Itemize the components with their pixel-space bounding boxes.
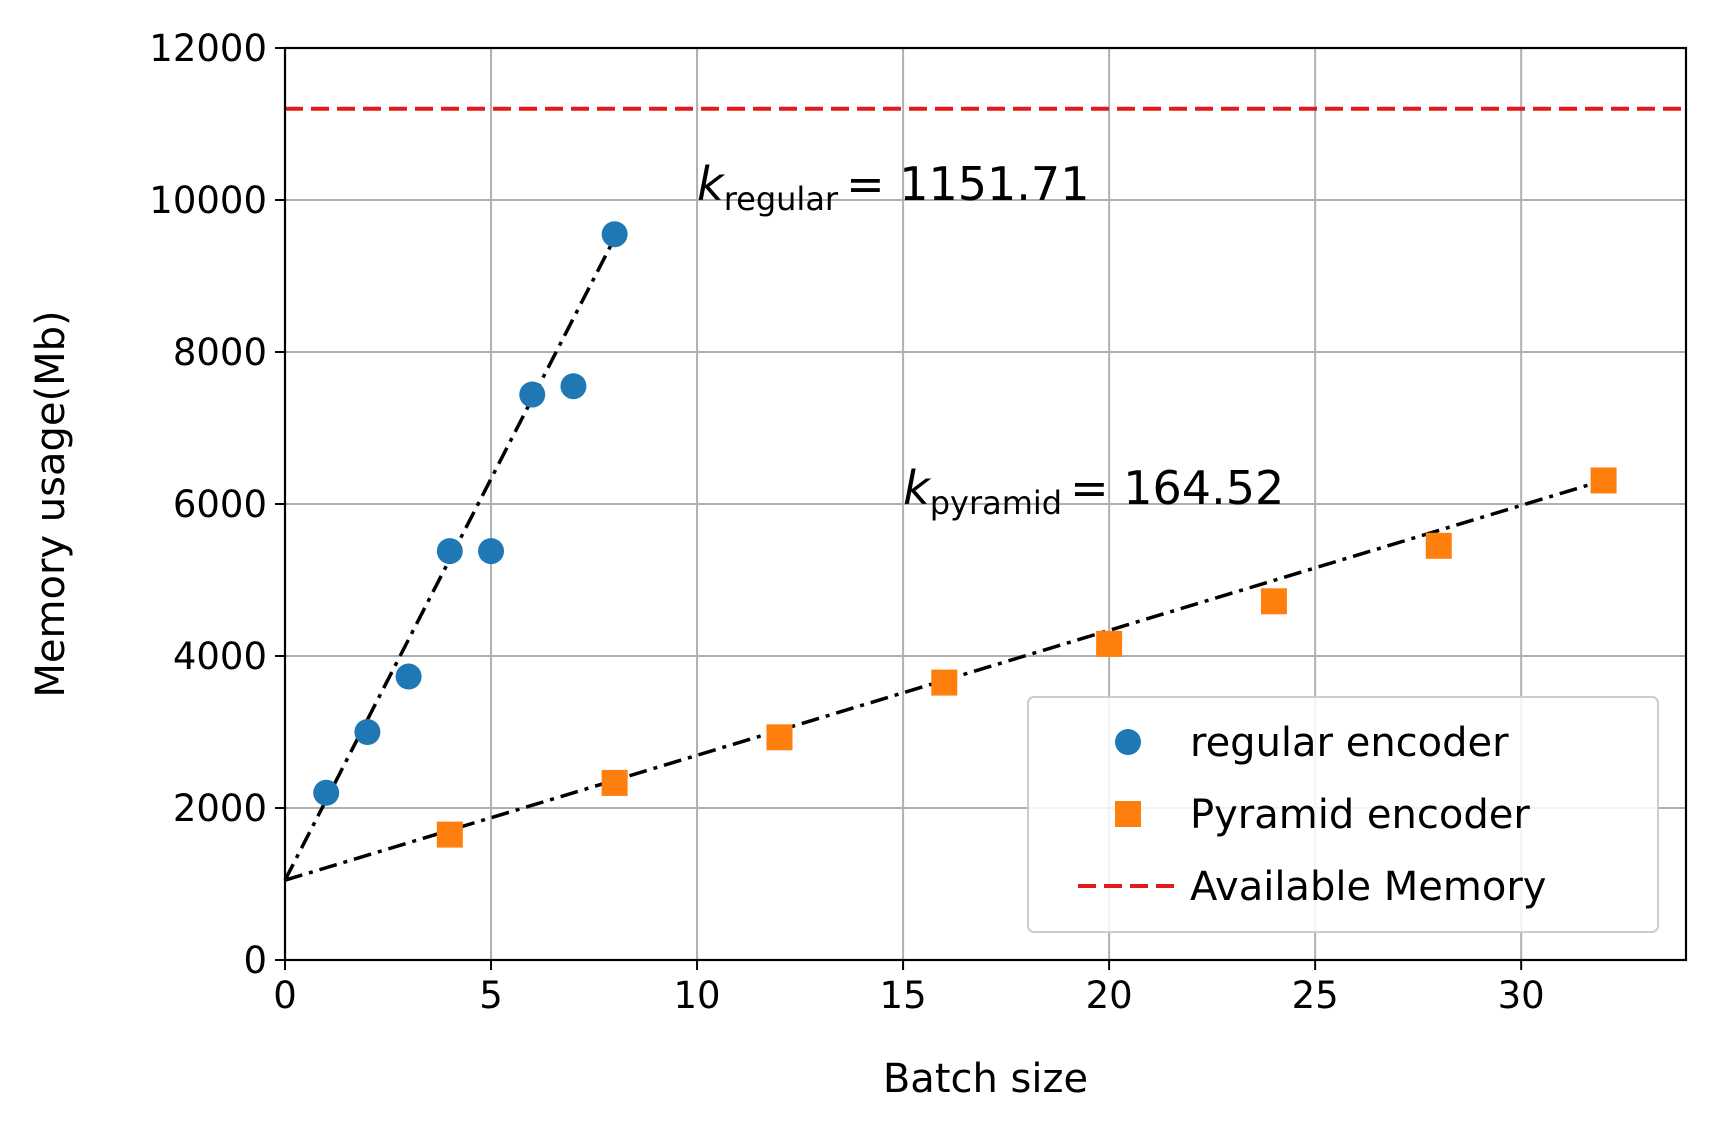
pyramid-encoder-point <box>1590 467 1617 494</box>
pyramid-encoder-point <box>931 669 958 696</box>
regular-encoder-point <box>601 221 628 248</box>
pyramid-encoder-point <box>601 769 628 796</box>
x-tick-label: 25 <box>1292 974 1339 1017</box>
x-tick-label: 15 <box>880 974 927 1017</box>
pyramid-encoder-point <box>766 724 793 751</box>
regular-encoder-point <box>560 373 587 400</box>
regular-encoder-point <box>519 381 546 408</box>
data-points <box>313 221 1617 848</box>
slope-subscript: regular <box>724 180 839 218</box>
legend-label: Pyramid encoder <box>1190 792 1530 838</box>
slope-annotation: kregular = 1151.71 <box>697 157 1089 218</box>
x-axis-label: Batch size <box>883 1056 1088 1102</box>
legend-box <box>1027 696 1659 933</box>
y-tick-label: 4000 <box>173 635 267 678</box>
slope-subscript: pyramid <box>930 484 1062 522</box>
y-tick-label: 12000 <box>149 27 267 70</box>
pyramid-encoder-point <box>1096 630 1123 657</box>
legend-regular-marker <box>1115 729 1141 755</box>
slope-k-symbol: k <box>903 461 932 515</box>
pyramid-encoder-point <box>1425 532 1452 559</box>
y-tick-label: 6000 <box>173 483 267 526</box>
x-tick-label: 5 <box>479 974 503 1017</box>
y-tick-label: 0 <box>243 939 267 982</box>
y-axis-label: Memory usage(Mb) <box>28 310 74 697</box>
x-tick-label: 10 <box>674 974 721 1017</box>
slope-k-symbol: k <box>697 157 726 211</box>
regular-encoder-point <box>478 538 505 565</box>
y-tick-label: 2000 <box>173 787 267 830</box>
legend-label: Available Memory <box>1190 864 1546 910</box>
x-tick-label: 20 <box>1086 974 1133 1017</box>
slope-value: = 164.52 <box>1070 461 1284 515</box>
legend: regular encoder Pyramid encoder Available … <box>1027 696 1659 933</box>
x-tick-label: 0 <box>273 974 297 1017</box>
legend-label: regular encoder <box>1190 720 1509 766</box>
regular-encoder-point <box>354 719 381 745</box>
regular-encoder-point <box>313 779 340 806</box>
y-tick-label: 10000 <box>149 179 267 222</box>
legend-pyramid-marker <box>1115 801 1141 827</box>
slope-value: = 1151.71 <box>846 157 1089 211</box>
axis-ticks: 0 5 10 15 20 25 30 0 2000 4000 6000 8000 10000 12000 <box>149 27 1544 1017</box>
regular-encoder-point <box>436 538 463 565</box>
slope-annotation: kpyramid = 164.52 <box>903 461 1284 522</box>
y-tick-label: 8000 <box>173 331 267 374</box>
pyramid-encoder-point <box>436 821 463 848</box>
x-tick-label: 30 <box>1498 974 1545 1017</box>
pyramid-encoder-point <box>1260 588 1287 615</box>
regular-encoder-point <box>395 663 422 690</box>
